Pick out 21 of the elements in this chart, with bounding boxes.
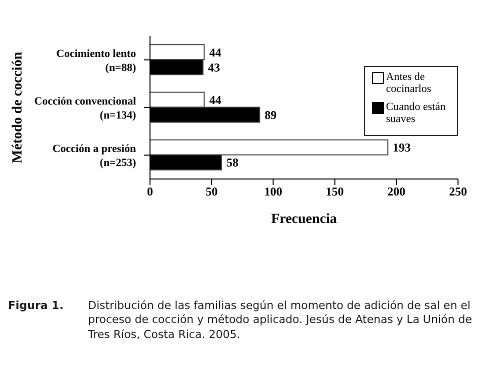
y-tick-label: Cocimiento lento (n=88)	[56, 48, 136, 74]
legend-label: Cuando están suaves	[386, 101, 447, 125]
text: Distribución de las familias según el momento de adición de sal en el proceso de cocción y método aplicado. Jesús de Atenas y La Unión de Tres Ríos, Costa Rica. 2005.	[88, 299, 473, 342]
text: Antes de cocinarlos	[386, 71, 432, 95]
text: Figura 1.	[8, 299, 64, 314]
y-tick-label: Cocción a presión (n=253)	[52, 143, 136, 170]
x-tick-label: 250	[449, 184, 467, 199]
data-label: 89	[264, 108, 277, 122]
data-label: 44	[209, 45, 222, 60]
x-axis-title: Frecuencia	[271, 212, 337, 227]
y-tick-label: Cocción convencional (n=134)	[34, 96, 136, 122]
data-label: 43	[208, 60, 220, 74]
x-tick-label: 100	[264, 184, 282, 199]
x-tick-label: 50	[206, 184, 218, 199]
data-label: 193	[392, 140, 411, 155]
x-tick-label: 150	[326, 184, 344, 199]
x-tick-label: 200	[387, 184, 406, 199]
y-axis-title: Método de cocción	[10, 52, 26, 164]
data-label: 44	[209, 93, 222, 108]
data-label: 58	[226, 156, 238, 170]
x-tick-label: 0	[147, 184, 153, 199]
